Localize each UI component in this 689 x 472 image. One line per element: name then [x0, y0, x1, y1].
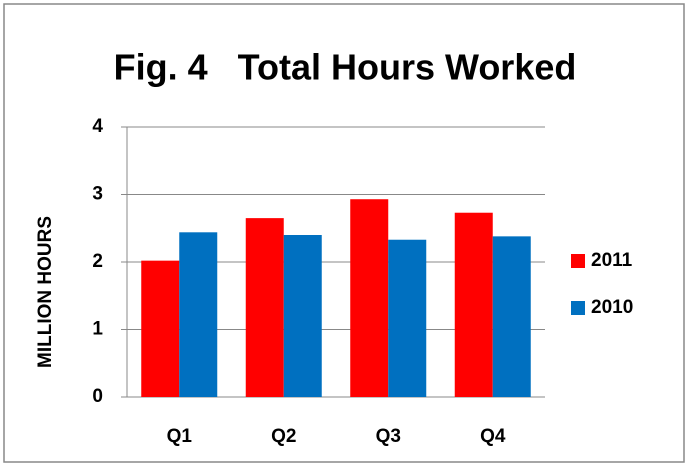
bar	[388, 239, 427, 397]
chart-border	[3, 3, 685, 463]
bar	[454, 212, 493, 397]
legend-label: 2010	[591, 297, 633, 318]
x-tick-label: Q4	[480, 426, 506, 447]
y-tick-label: 0	[92, 386, 103, 407]
legend-swatch	[571, 254, 585, 268]
y-tick-label: 3	[92, 184, 103, 205]
y-tick-label: 4	[92, 116, 103, 137]
chart-title: Fig. 4 Total Hours Worked	[114, 47, 577, 88]
bar	[492, 236, 531, 397]
y-axis-label: MILLION HOURS	[35, 216, 56, 368]
legend-label: 2011	[591, 250, 633, 271]
y-tick-label: 2	[92, 251, 103, 272]
x-tick-label: Q1	[167, 426, 193, 447]
x-tick-label: Q2	[271, 426, 296, 447]
bar	[141, 260, 180, 397]
bar	[350, 199, 389, 397]
x-tick-label: Q3	[376, 426, 401, 447]
bar	[179, 232, 218, 397]
y-tick-label: 1	[92, 319, 103, 340]
bar	[245, 218, 284, 397]
bar	[283, 235, 322, 397]
legend-swatch	[571, 301, 585, 315]
